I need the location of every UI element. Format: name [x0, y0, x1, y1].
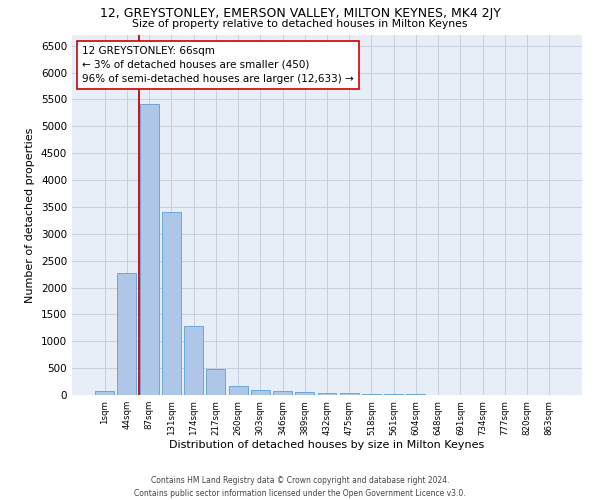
Bar: [295, 392, 314, 395]
Text: 12, GREYSTONLEY, EMERSON VALLEY, MILTON KEYNES, MK4 2JY: 12, GREYSTONLEY, EMERSON VALLEY, MILTON …: [100, 8, 500, 20]
Bar: [340, 393, 359, 395]
Bar: [229, 386, 248, 395]
Bar: [384, 394, 403, 395]
Bar: [317, 393, 337, 395]
Bar: [406, 394, 425, 395]
X-axis label: Distribution of detached houses by size in Milton Keynes: Distribution of detached houses by size …: [169, 440, 485, 450]
Bar: [362, 394, 381, 395]
Bar: [206, 369, 225, 395]
Bar: [140, 104, 158, 395]
Bar: [273, 391, 292, 395]
Bar: [251, 390, 270, 395]
Text: Contains HM Land Registry data © Crown copyright and database right 2024.
Contai: Contains HM Land Registry data © Crown c…: [134, 476, 466, 498]
Bar: [95, 391, 114, 395]
Bar: [118, 273, 136, 395]
Text: Size of property relative to detached houses in Milton Keynes: Size of property relative to detached ho…: [132, 19, 468, 29]
Text: 12 GREYSTONLEY: 66sqm
← 3% of detached houses are smaller (450)
96% of semi-deta: 12 GREYSTONLEY: 66sqm ← 3% of detached h…: [82, 46, 354, 84]
Bar: [162, 212, 181, 395]
Bar: [184, 326, 203, 395]
Y-axis label: Number of detached properties: Number of detached properties: [25, 128, 35, 302]
